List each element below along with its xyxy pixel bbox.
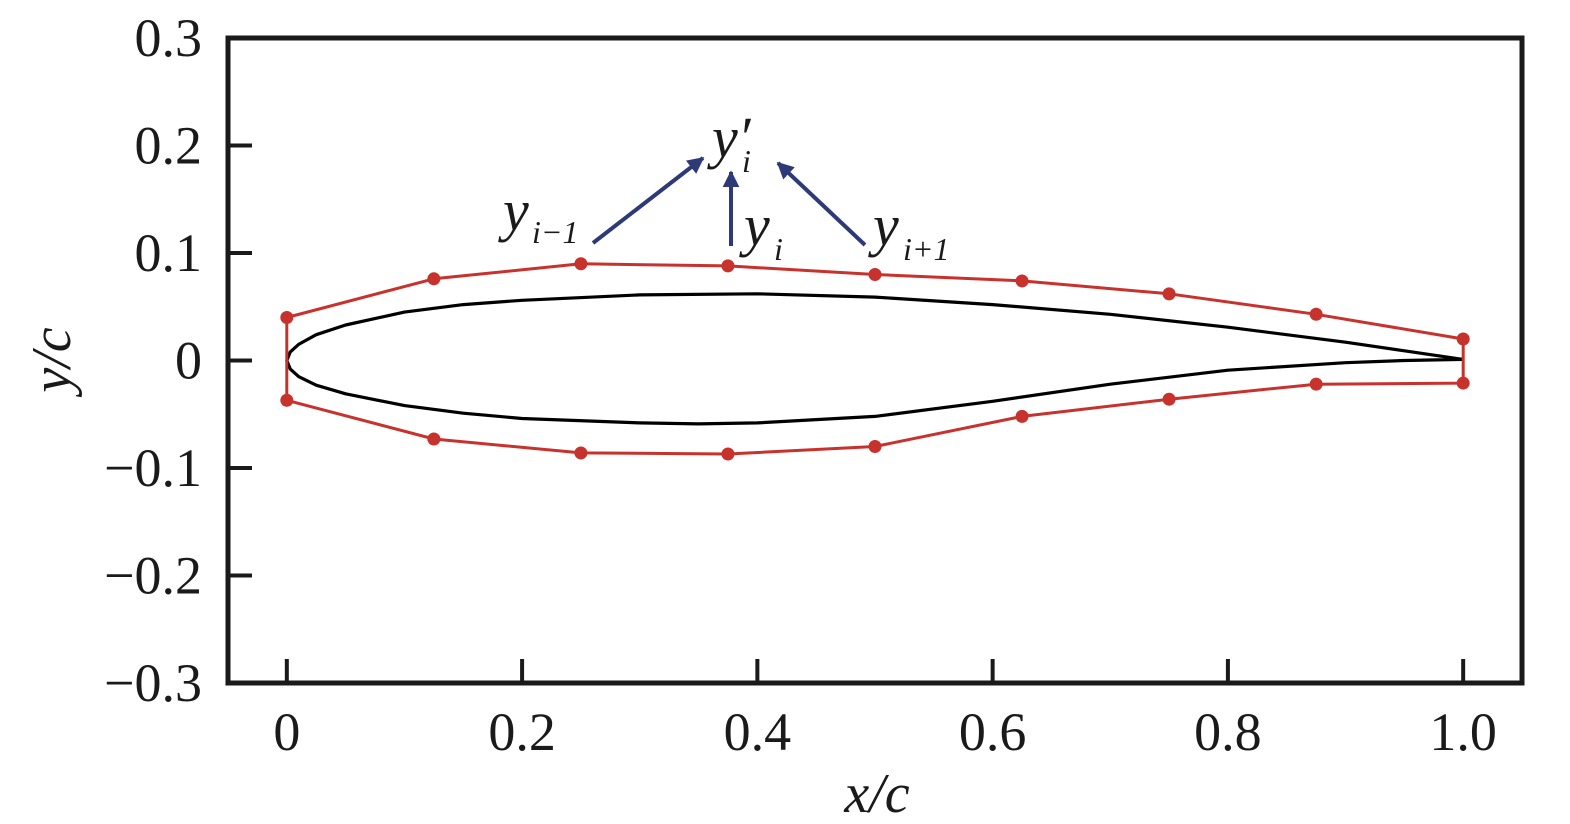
control-point xyxy=(574,446,588,460)
control-point xyxy=(1309,307,1323,321)
annotation-arrow-right xyxy=(776,161,867,247)
y-tick-label: −0.3 xyxy=(104,653,202,713)
annotation-right-subscript: i+1 xyxy=(903,231,949,267)
x-tick-label: 0.2 xyxy=(488,702,556,762)
y-axis-label: y/c xyxy=(21,327,83,397)
control-point xyxy=(868,440,882,453)
control-point xyxy=(1309,377,1323,391)
y-tick-label: 0.1 xyxy=(135,223,203,283)
x-tick-label: 0.8 xyxy=(1194,702,1262,762)
control-point xyxy=(1162,392,1176,406)
x-tick-label: 0.4 xyxy=(724,702,792,762)
annotation-left-label: y xyxy=(498,178,529,243)
airfoil-profile-line xyxy=(285,292,1464,426)
control-point xyxy=(1162,287,1176,301)
y-tick-label: 0.3 xyxy=(135,8,203,68)
annotation-right-label: y xyxy=(868,193,899,258)
y-tick-label: −0.1 xyxy=(104,438,202,498)
control-point xyxy=(721,447,735,461)
annotation-top-label: y′ xyxy=(707,105,752,170)
control-point xyxy=(427,432,441,446)
control-polygon-line xyxy=(285,262,1465,456)
x-tick-label: 1.0 xyxy=(1429,702,1497,762)
y-tick-label: 0.2 xyxy=(135,116,203,176)
annotation-arrow-left xyxy=(591,156,705,245)
control-point xyxy=(1015,409,1029,423)
axis-ticks xyxy=(228,36,1466,685)
x-tick-label: 0.6 xyxy=(959,702,1027,762)
derivative-annotation: y′ i y i−1 y i y i+1 xyxy=(498,105,949,267)
control-point xyxy=(1456,332,1470,346)
control-point xyxy=(1015,274,1029,288)
control-point xyxy=(721,259,735,273)
control-point xyxy=(427,272,441,286)
annotation-left-subscript: i−1 xyxy=(532,214,578,250)
control-point xyxy=(280,393,294,407)
annotation-top-subscript: i xyxy=(742,143,751,179)
annotation-middle-label: y xyxy=(739,193,770,258)
control-point xyxy=(280,311,294,324)
control-point xyxy=(868,268,882,281)
plot-series xyxy=(280,257,1470,461)
annotation-middle-subscript: i xyxy=(774,231,783,267)
tick-labels: 0 0.2 0.4 0.6 0.8 1.0 0.3 0.2 0.1 0 −0.1 −0.2 −0.3 xyxy=(104,8,1497,762)
x-tick-label: 0 xyxy=(273,702,300,762)
y-tick-label: 0 xyxy=(175,331,202,391)
plot-frame xyxy=(225,35,1525,686)
x-axis-label: x/c xyxy=(843,763,909,824)
control-point xyxy=(574,257,588,271)
control-point xyxy=(1456,376,1470,390)
y-tick-label: −0.2 xyxy=(104,546,202,606)
